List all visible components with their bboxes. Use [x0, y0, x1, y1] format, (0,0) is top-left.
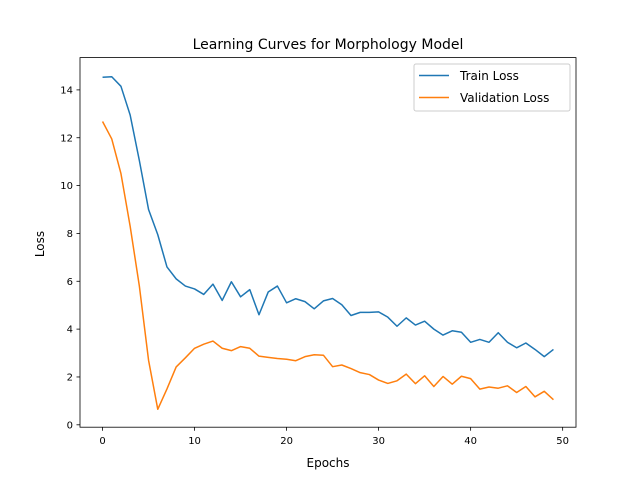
y-tick-label: 14 [60, 85, 73, 96]
x-axis-ticks: 0 10 20 30 40 50 [99, 427, 569, 447]
y-tick-label: 12 [60, 133, 73, 144]
y-tick-label: 8 [67, 229, 73, 240]
chart-title: Learning Curves for Morphology Model [193, 37, 464, 53]
y-axis-ticks: 0 2 4 6 8 10 12 14 [60, 85, 80, 431]
x-tick-label: 50 [556, 436, 569, 447]
x-axis-label: Epochs [307, 456, 350, 470]
y-tick-label: 6 [67, 277, 73, 288]
x-tick-label: 20 [280, 436, 293, 447]
plot-frame [79, 57, 577, 428]
y-tick-label: 0 [67, 420, 73, 431]
series-line-train-loss [102, 75, 554, 358]
x-tick-label: 10 [188, 436, 201, 447]
x-tick-label: 30 [372, 436, 385, 447]
legend: Train Loss Validation Loss [413, 63, 571, 112]
y-tick-label: 2 [67, 373, 73, 384]
y-tick-label: 10 [60, 181, 73, 192]
x-tick-label: 40 [464, 436, 477, 447]
y-tick-label: 4 [67, 325, 73, 336]
x-tick-label: 0 [99, 436, 105, 447]
legend-label-train-loss: Train Loss [459, 69, 519, 83]
legend-box [413, 63, 571, 112]
series-line-validation-loss [101, 121, 554, 411]
legend-label-validation-loss: Validation Loss [460, 91, 549, 105]
y-axis-label: Loss [33, 231, 47, 257]
plot-lines [101, 75, 554, 411]
